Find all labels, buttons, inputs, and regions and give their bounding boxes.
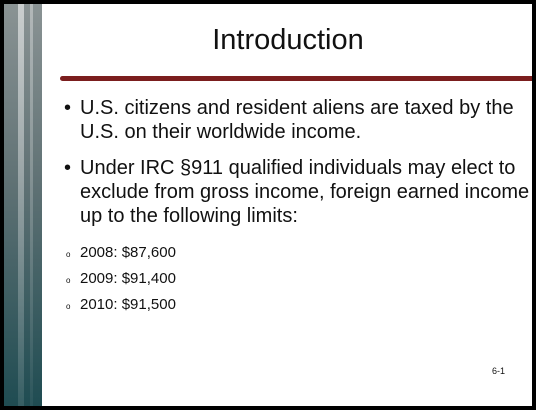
- side-stripe: [4, 4, 42, 406]
- sub-bullet: 2010: $91,500: [66, 296, 176, 313]
- stripe-highlight: [30, 4, 33, 406]
- bullet: Under IRC §911 qualified individuals may…: [64, 156, 530, 228]
- title-rule: [60, 76, 532, 81]
- stripe-highlight: [18, 4, 24, 406]
- bullet: U.S. citizens and resident aliens are ta…: [64, 96, 530, 144]
- page-number: 6-1: [492, 366, 506, 376]
- sub-bullet: 2009: $91,400: [66, 270, 176, 287]
- sub-bullet: 2008: $87,600: [66, 244, 176, 261]
- slide-title: Introduction: [212, 24, 364, 56]
